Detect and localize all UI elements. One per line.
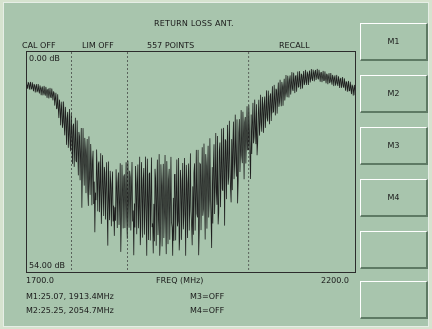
limit-status: LIM OFF	[82, 41, 114, 50]
marker-m1-readout: M1:25.07, 1913.4MHz	[26, 292, 114, 301]
screen-title: RETURN LOSS ANT.	[154, 19, 234, 28]
cal-status: CAL OFF	[22, 41, 56, 50]
plot-area: 0.00 dB 54.00 dB	[26, 51, 356, 273]
y-bottom-label: 54.00 dB	[29, 261, 66, 270]
softkey-m3[interactable]: M3	[360, 127, 428, 165]
softkey-m4[interactable]: M4	[360, 179, 428, 217]
softkey-m1[interactable]: M1	[360, 23, 428, 61]
points-status: 557 POINTS	[147, 41, 195, 50]
x-start-label: 1700.0	[26, 276, 54, 285]
analyzer-screen: RETURN LOSS ANT. CAL OFF LIM OFF 557 POI…	[3, 2, 429, 327]
softkey-5[interactable]	[360, 231, 428, 269]
y-top-label: 0.00 dB	[29, 54, 60, 63]
return-loss-trace	[27, 68, 355, 256]
marker-m3-readout: M3=OFF	[190, 292, 225, 301]
x-axis-label: FREQ (MHz)	[156, 276, 204, 285]
marker-m4-readout: M4=OFF	[190, 306, 225, 315]
recall-status: RECALL	[279, 41, 310, 50]
x-stop-label: 2200.0	[321, 276, 349, 285]
return-loss-chart	[27, 52, 355, 272]
softkey-m2[interactable]: M2	[360, 75, 428, 113]
marker-m2-readout: M2:25.25, 2054.7MHz	[26, 306, 114, 315]
softkey-6[interactable]	[360, 281, 428, 319]
